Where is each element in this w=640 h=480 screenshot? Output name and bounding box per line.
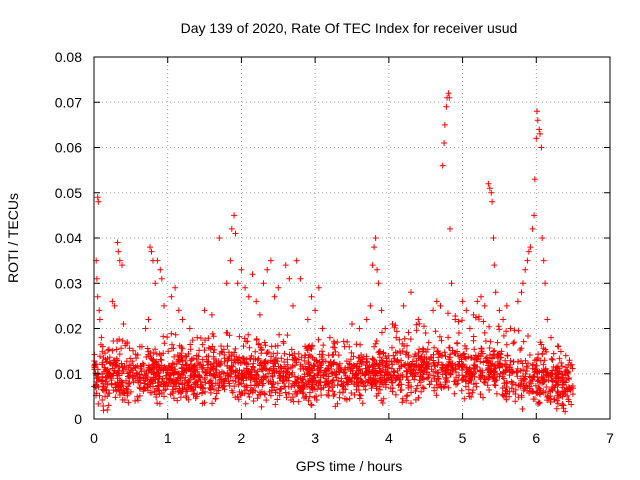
x-tick-label: 1 xyxy=(164,430,172,446)
y-tick-labels: 0 0.01 0.02 0.03 0.04 0.05 0.06 0.07 0.08 xyxy=(55,49,82,427)
y-tick-label: 0.04 xyxy=(55,230,82,246)
x-tick-label: 7 xyxy=(606,430,614,446)
y-tick-label: 0.05 xyxy=(55,185,82,201)
axis-ticks xyxy=(93,56,611,420)
y-tick-label: 0.08 xyxy=(55,49,82,65)
x-tick-label: 2 xyxy=(238,430,246,446)
y-tick-label: 0 xyxy=(74,411,82,427)
y-tick-label: 0.01 xyxy=(55,366,82,382)
y-tick-label: 0.03 xyxy=(55,275,82,291)
x-tick-labels: 0 1 2 3 4 5 6 7 xyxy=(90,430,614,446)
y-tick-label: 0.02 xyxy=(55,321,82,337)
x-axis-label: GPS time / hours xyxy=(296,458,403,474)
x-tick-label: 4 xyxy=(385,430,393,446)
y-tick-label: 0.06 xyxy=(55,140,82,156)
x-tick-label: 6 xyxy=(532,430,540,446)
x-tick-label: 5 xyxy=(459,430,467,446)
scatter-plus-markers xyxy=(91,90,576,415)
y-tick-label: 0.07 xyxy=(55,94,82,110)
scatter-points xyxy=(91,90,576,415)
x-tick-label: 0 xyxy=(90,430,98,446)
chart-title: Day 139 of 2020, Rate Of TEC Index for r… xyxy=(181,20,518,36)
grid xyxy=(94,57,610,419)
y-axis-label: ROTI / TECUs xyxy=(5,193,21,283)
x-tick-label: 3 xyxy=(311,430,319,446)
